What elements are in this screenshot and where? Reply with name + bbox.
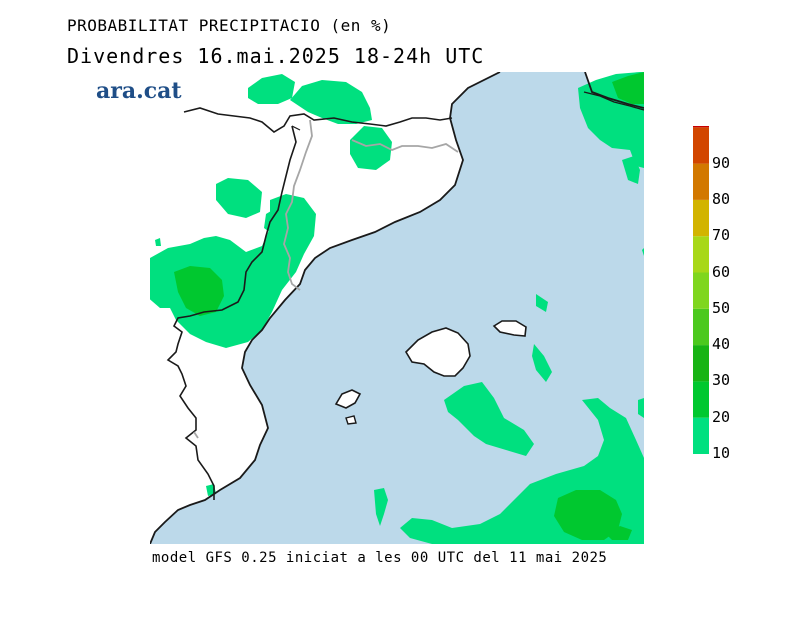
colorbar-swatch: [693, 272, 709, 309]
eivissa-island: [334, 389, 362, 409]
formentera-island: [345, 415, 357, 425]
chart-title: PROBABILITAT PRECIPITACIO (en %): [67, 16, 392, 35]
provincial-borders: [193, 119, 459, 439]
colorbar-label: 50: [712, 298, 731, 317]
aragon-catalonia-border: [166, 125, 297, 500]
ara-cat-logo: ara.cat: [96, 78, 182, 104]
colorbar-swatch: [693, 308, 709, 346]
colorbar-swatch: [693, 381, 709, 418]
france-coastline: [584, 72, 644, 109]
france-spain-border: [183, 107, 453, 133]
colorbar-swatch: [693, 163, 709, 200]
colorbar-swatch: [693, 199, 709, 237]
coastline: [150, 72, 501, 544]
colorbar-swatch: [693, 417, 709, 454]
map-area: [150, 72, 644, 544]
colorbar-label: 20: [712, 407, 731, 426]
colorbar-label: 80: [712, 189, 731, 208]
colorbar-label: 60: [712, 262, 731, 281]
colorbar-label: 10: [712, 444, 731, 462]
colorbar-swatch: [693, 126, 709, 128]
colorbar-label: 30: [712, 371, 731, 390]
colorbar-label: 90: [712, 153, 731, 172]
mallorca-island: [404, 327, 471, 377]
colorbar-label: 40: [712, 335, 731, 354]
precip-20-30: [174, 72, 644, 540]
balearic-limit: [291, 125, 301, 131]
interior-border: [583, 91, 644, 111]
forecast-date-subtitle: Divendres 16.mai.2025 18-24h UTC: [67, 44, 485, 68]
colorbar-swatch: [693, 236, 709, 273]
menorca-island: [492, 320, 527, 337]
colorbar: [693, 126, 709, 454]
colorbar-label: 70: [712, 226, 731, 245]
colorbar-swatch: [693, 345, 709, 382]
model-run-footer: model GFS 0.25 iniciat a les 00 UTC del …: [152, 550, 608, 566]
colorbar-swatch: [693, 127, 709, 164]
